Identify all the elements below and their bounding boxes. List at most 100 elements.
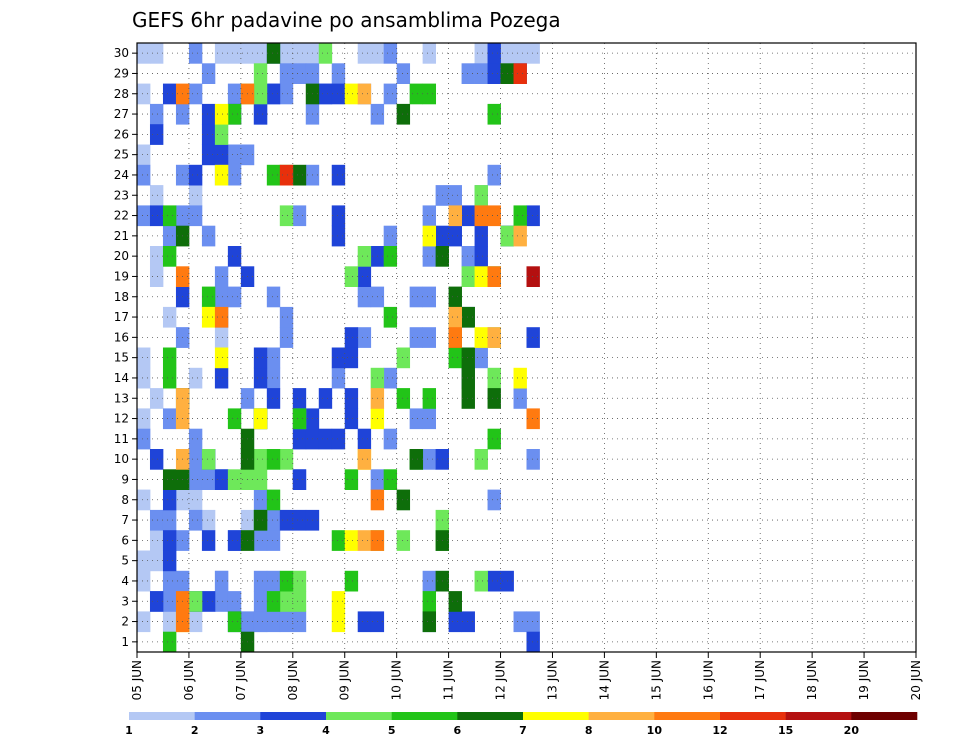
precip-cell [422, 408, 437, 430]
colorbar-label: 20 [844, 724, 860, 737]
precip-cell [526, 449, 540, 470]
colorbar-swatch [391, 712, 458, 720]
precip-cell [227, 246, 242, 267]
precip-cell [201, 509, 216, 531]
precip-cell [253, 63, 268, 84]
precip-cell [344, 469, 359, 490]
precip-cell [266, 286, 281, 308]
precip-cell [422, 205, 437, 227]
precip-cell [487, 388, 501, 409]
precip-cell [137, 489, 151, 511]
y-tick-label: 30 [114, 46, 129, 60]
y-tick-label: 21 [114, 229, 129, 243]
precip-cell [137, 367, 151, 389]
precip-cell [279, 509, 294, 531]
precip-cell [357, 286, 372, 308]
precip-cell [383, 367, 398, 389]
precip-cell [474, 225, 488, 247]
precip-cell [162, 631, 177, 653]
chart-title: GEFS 6hr padavine po ansamblima Pozega [132, 8, 561, 32]
precip-cell [331, 164, 346, 186]
precip-cell [487, 367, 501, 389]
precip-cell [422, 611, 437, 633]
precip-cell [409, 83, 424, 105]
precip-cell [162, 347, 177, 369]
precip-cell [331, 63, 346, 84]
precip-cell [201, 225, 216, 247]
precip-cell [422, 83, 437, 105]
precip-cell [162, 489, 177, 511]
y-tick-label: 5 [121, 554, 129, 568]
precip-cell [422, 388, 437, 409]
precip-cell [357, 530, 372, 551]
precip-cell [201, 144, 216, 166]
precip-cell [137, 611, 151, 633]
y-tick-label: 26 [114, 127, 129, 141]
precip-cell [448, 347, 462, 369]
precip-cell [448, 327, 462, 348]
precip-cell [188, 164, 203, 186]
x-tick-label: 17 JUN [753, 660, 767, 700]
precip-cell [474, 43, 488, 64]
precip-cell [279, 449, 294, 470]
y-tick-label: 10 [114, 452, 129, 466]
precip-cell [149, 246, 164, 267]
precip-cell [279, 63, 294, 84]
precip-cell [253, 509, 268, 531]
y-tick-label: 29 [114, 66, 129, 80]
precip-cell [162, 83, 177, 105]
precip-cell [396, 347, 411, 369]
precip-cell [253, 591, 268, 612]
precip-cell [162, 509, 177, 531]
precip-cell [344, 266, 359, 287]
precip-cell [357, 327, 372, 348]
precip-cell [149, 449, 164, 470]
colorbar-label: 12 [712, 724, 727, 737]
precip-cell [318, 43, 333, 64]
precip-cell [396, 103, 411, 125]
y-tick-label: 7 [121, 513, 129, 527]
precip-cell [279, 327, 294, 348]
precip-cell [227, 103, 242, 125]
precip-cell [383, 43, 398, 64]
precip-cell [383, 83, 398, 105]
precip-cell [357, 246, 372, 267]
precip-cell [487, 266, 501, 287]
y-tick-label: 17 [114, 310, 129, 324]
precip-cell [149, 388, 164, 409]
precip-cell [149, 266, 164, 287]
precip-cell [162, 205, 177, 227]
precip-cell [292, 570, 307, 592]
precip-cell [474, 327, 488, 348]
precip-cell [162, 306, 177, 328]
precip-cell [526, 611, 540, 633]
precip-cell [266, 570, 281, 592]
precip-cell [149, 509, 164, 531]
precip-cell [331, 530, 346, 551]
precip-cell [266, 388, 281, 409]
precip-cell [461, 246, 475, 267]
x-tick-label: 20 JUN [909, 660, 923, 700]
colorbar-swatch [851, 712, 918, 720]
precip-cell [214, 469, 229, 490]
precip-cell [292, 164, 307, 186]
precip-cell [137, 164, 151, 186]
colorbar-swatch [260, 712, 327, 720]
precip-cell [162, 530, 177, 551]
precip-cell [461, 367, 475, 389]
precip-cell [487, 164, 501, 186]
precip-cell [214, 103, 229, 125]
precip-cell [214, 367, 229, 389]
precip-cell [188, 591, 203, 612]
precip-cell [526, 43, 540, 64]
precip-cell [318, 428, 333, 450]
precip-cell [461, 611, 475, 633]
precip-cell [383, 469, 398, 490]
precip-cell [292, 388, 307, 409]
precip-cell [162, 591, 177, 612]
precip-cell [474, 185, 488, 206]
x-tick-label: 19 JUN [857, 660, 871, 700]
precip-cell [188, 469, 203, 490]
precip-cell [396, 530, 411, 551]
precip-cell [188, 428, 203, 450]
